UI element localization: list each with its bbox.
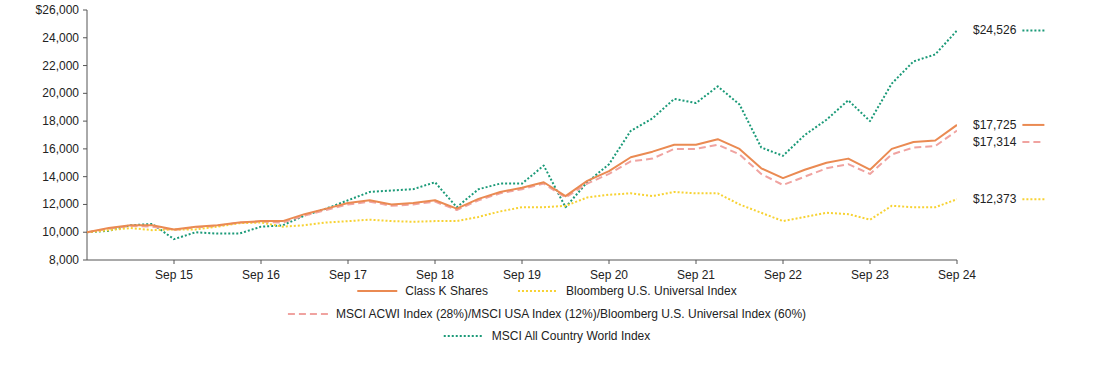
x-tick-label: Sep 17 bbox=[329, 268, 367, 282]
end-label: $12,373 bbox=[973, 192, 1017, 206]
x-tick bbox=[522, 260, 523, 264]
legend-swatch bbox=[444, 335, 484, 337]
legend-label: MSCI ACWI Index (28%)/MSCI USA Index (12… bbox=[336, 307, 806, 321]
x-tick bbox=[957, 260, 958, 264]
legend-label: MSCI All Country World Index bbox=[492, 329, 651, 343]
x-tick-label: Sep 24 bbox=[938, 268, 976, 282]
end-label-swatch bbox=[1022, 198, 1044, 200]
series-line bbox=[87, 125, 957, 232]
y-tick bbox=[83, 65, 87, 66]
x-tick-label: Sep 19 bbox=[503, 268, 541, 282]
y-tick bbox=[83, 232, 87, 233]
y-tick-label: 20,000 bbox=[42, 86, 79, 100]
x-tick-label: Sep 15 bbox=[155, 268, 193, 282]
x-tick-label: Sep 18 bbox=[416, 268, 454, 282]
x-tick-label: Sep 22 bbox=[764, 268, 802, 282]
end-label-swatch bbox=[1022, 29, 1044, 31]
legend-swatch bbox=[518, 290, 558, 292]
legend-swatch bbox=[288, 313, 328, 315]
x-tick-label: Sep 16 bbox=[242, 268, 280, 282]
y-tick-label: 22,000 bbox=[42, 59, 79, 73]
chart: 8,000 10,000 12,000 14,000 16,000 18,000 20,00… bbox=[0, 0, 1094, 372]
end-label-swatch bbox=[1022, 124, 1044, 126]
legend-label: Class K Shares bbox=[405, 284, 488, 298]
y-tick bbox=[83, 93, 87, 94]
y-tick bbox=[83, 148, 87, 149]
plot-area bbox=[87, 30, 957, 239]
x-tick-label: Sep 20 bbox=[590, 268, 628, 282]
x-tick bbox=[783, 260, 784, 264]
y-tick bbox=[83, 37, 87, 38]
y-tick-label: 24,000 bbox=[42, 31, 79, 45]
end-label-swatch bbox=[1022, 141, 1044, 143]
y-tick bbox=[83, 10, 87, 11]
x-tick bbox=[348, 260, 349, 264]
x-tick bbox=[174, 260, 175, 264]
y-tick-label: 14,000 bbox=[42, 170, 79, 184]
y-tick-label: 8,000 bbox=[49, 253, 79, 267]
x-tick bbox=[696, 260, 697, 264]
x-tick bbox=[435, 260, 436, 264]
y-tick bbox=[83, 176, 87, 177]
x-tick-label: Sep 21 bbox=[677, 268, 715, 282]
x-tick bbox=[261, 260, 262, 264]
y-tick bbox=[83, 260, 87, 261]
series-line bbox=[87, 131, 957, 233]
x-tick bbox=[870, 260, 871, 264]
x-tick bbox=[609, 260, 610, 264]
y-axis-line bbox=[87, 10, 88, 260]
end-label: $17,725 bbox=[973, 118, 1017, 132]
y-tick-label: 10,000 bbox=[42, 225, 79, 239]
legend-label: Bloomberg U.S. Universal Index bbox=[566, 284, 737, 298]
x-tick-label: Sep 23 bbox=[851, 268, 889, 282]
y-tick-label: 16,000 bbox=[42, 142, 79, 156]
y-tick bbox=[83, 121, 87, 122]
y-tick-label: 18,000 bbox=[42, 114, 79, 128]
legend-swatch bbox=[357, 290, 397, 292]
series-line bbox=[87, 30, 957, 239]
legend: Class K Shares Bloomberg U.S. Universal I… bbox=[288, 284, 806, 343]
end-label: $24,526 bbox=[973, 23, 1017, 37]
y-tick bbox=[83, 204, 87, 205]
y-tick-label: 12,000 bbox=[42, 197, 79, 211]
y-tick-label: $26,000 bbox=[36, 3, 80, 17]
end-label: $17,314 bbox=[973, 135, 1017, 149]
